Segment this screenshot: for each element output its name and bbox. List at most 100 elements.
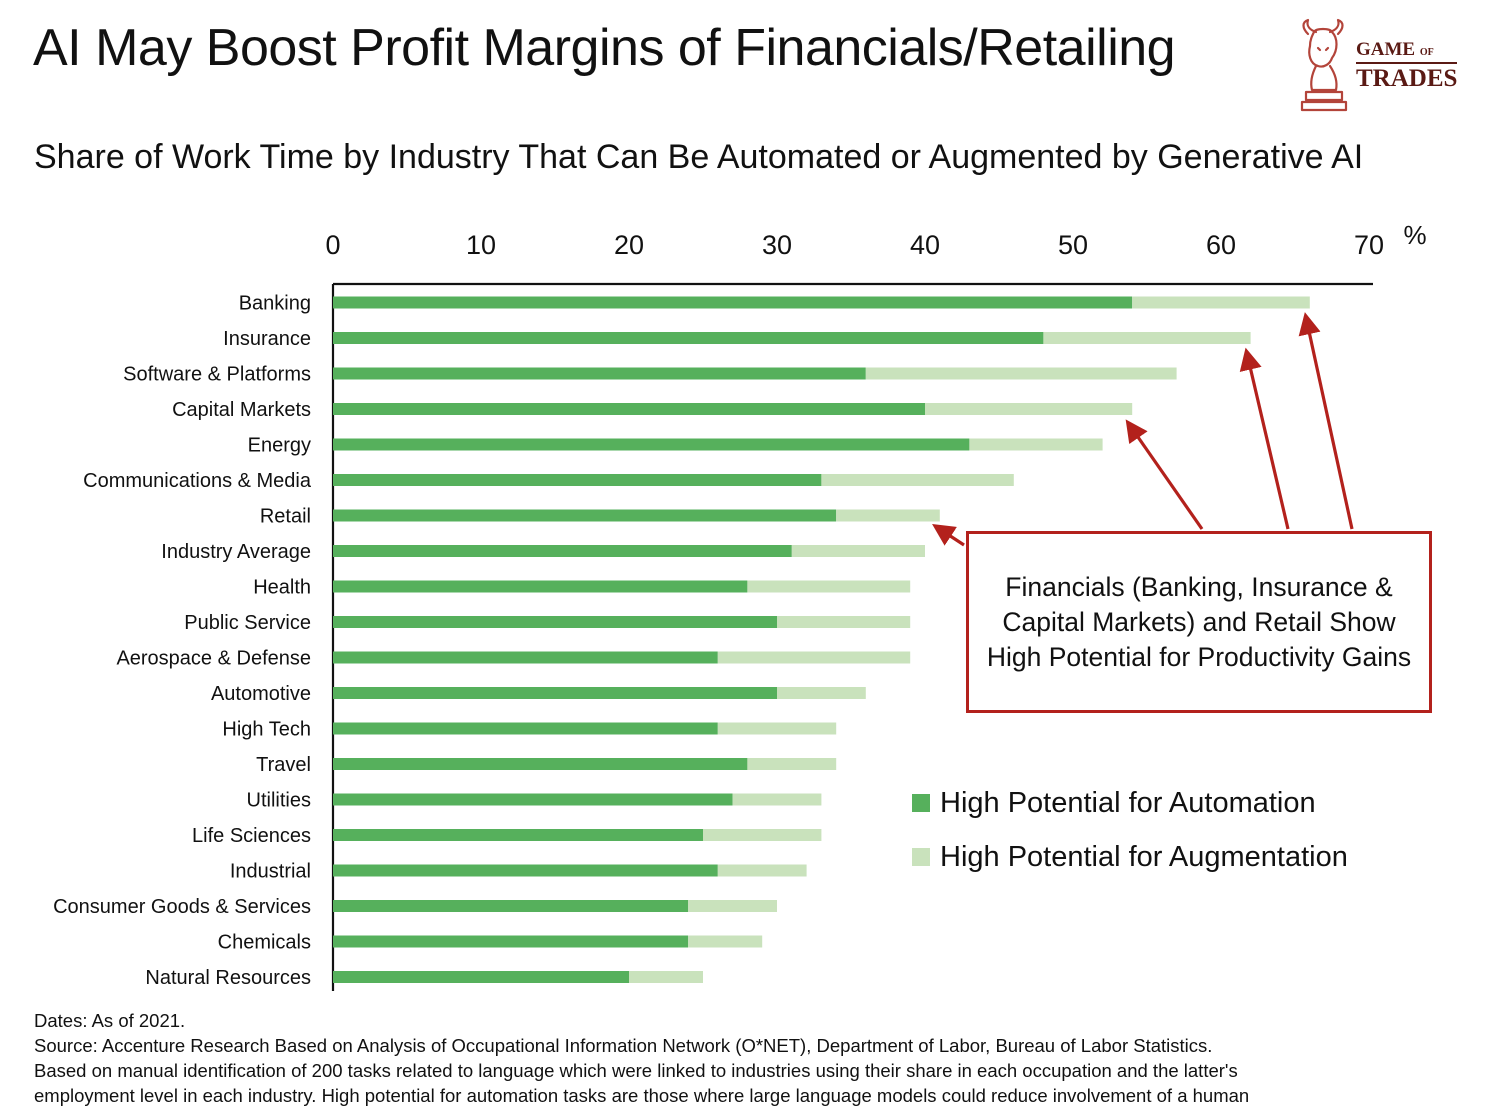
bar-automation [333, 616, 777, 628]
category-labels: Banking Insurance Software & Platforms Capi… [53, 293, 312, 990]
footnote-line: Source: Accenture Research Based on Anal… [34, 1035, 1213, 1056]
bar-automation [333, 474, 822, 486]
legend-swatch-automation [912, 794, 930, 812]
logo-word-trades: TRADES [1356, 62, 1458, 91]
bar-automation [333, 403, 925, 415]
x-unit-label: % [1403, 220, 1426, 250]
callout-text: Financials (Banking, Insurance & Capital… [986, 571, 1412, 672]
category-label: Industrial [230, 861, 311, 883]
bar-augmentation [688, 900, 777, 912]
bar-augmentation [791, 545, 925, 557]
x-tick-label: 20 [614, 230, 644, 260]
logo-wordmark: GAME OF TRADES [1356, 39, 1458, 91]
category-label: Public Service [184, 612, 311, 634]
logo-word-game: GAME [1356, 39, 1416, 60]
x-tick-label: 0 [325, 230, 340, 260]
bar-augmentation [925, 403, 1133, 415]
bar-augmentation [703, 829, 822, 841]
bar-augmentation [732, 793, 822, 806]
legend: High Potential for Automation High Poten… [912, 783, 1348, 891]
bar-augmentation [1132, 296, 1310, 309]
category-label: Aerospace & Defense [116, 648, 311, 670]
category-label: Communications & Media [83, 470, 312, 492]
category-label: Industry Average [161, 541, 311, 563]
bar-automation [333, 900, 689, 912]
category-label: Travel [256, 754, 311, 776]
bar-augmentation [747, 580, 911, 593]
logo-word-of: OF [1419, 47, 1434, 58]
game-of-trades-logo: GAME OF TRADES [1294, 18, 1464, 113]
category-label: Retail [260, 506, 311, 528]
legend-swatch-augmentation [912, 848, 930, 866]
bar-automation [333, 971, 629, 983]
bar-automation [333, 829, 703, 841]
bar-augmentation [717, 651, 911, 664]
legend-label-automation: High Potential for Automation [940, 786, 1316, 819]
bar-automation [333, 687, 777, 699]
chart-title: AI May Boost Profit Margins of Financial… [33, 19, 1176, 77]
bar-automation [333, 580, 748, 593]
x-tick-label: 30 [762, 230, 792, 260]
category-label: Insurance [223, 328, 311, 350]
category-label: Software & Platforms [123, 364, 311, 386]
x-tick-label: 10 [466, 230, 496, 260]
bar-automation [333, 509, 837, 522]
chart-subtitle: Share of Work Time by Industry That Can … [34, 138, 1364, 176]
callout-box: Financials (Banking, Insurance & Capital… [966, 531, 1432, 713]
bar-augmentation [821, 474, 1014, 486]
x-axis: 0 10 20 30 40 50 60 70% [325, 220, 1427, 991]
category-label: Chemicals [218, 932, 311, 954]
bar-automation [333, 332, 1044, 344]
bar-augmentation [747, 758, 837, 770]
bar-augmentation [717, 722, 837, 735]
legend-item-augmentation: High Potential for Augmentation [912, 837, 1348, 877]
bar-automation [333, 864, 718, 877]
bar-augmentation [717, 864, 807, 877]
bar-automation [333, 793, 733, 806]
bar-automation [333, 367, 866, 380]
bull-knight-chess-icon [1300, 18, 1348, 112]
x-tick-label: 70 [1354, 230, 1384, 260]
footnote-line: Based on manual identification of 200 ta… [34, 1060, 1238, 1081]
category-label: Capital Markets [172, 399, 311, 421]
category-label: Banking [239, 293, 311, 315]
bar-automation [333, 722, 718, 735]
bar-automation [333, 545, 792, 557]
category-label: Consumer Goods & Services [53, 896, 311, 918]
footnote: Dates: As of 2021. Source: Accenture Res… [34, 1008, 1474, 1108]
footnote-line: employment level in each industry. High … [34, 1085, 1250, 1106]
category-label: Energy [248, 435, 311, 457]
bar-automation [333, 651, 718, 664]
bar-augmentation [777, 616, 911, 628]
callout-arrow [1239, 347, 1290, 530]
bars [333, 296, 1310, 983]
bar-automation [333, 758, 748, 770]
callout-arrow [1125, 419, 1204, 530]
bar-automation [333, 935, 689, 948]
bar-automation [333, 438, 970, 451]
bar-augmentation [629, 971, 703, 983]
legend-label-augmentation: High Potential for Augmentation [940, 840, 1348, 873]
bar-augmentation [1043, 332, 1251, 344]
category-label: Natural Resources [145, 967, 311, 989]
callout-arrows [932, 312, 1354, 547]
category-label: Health [253, 577, 311, 599]
category-label: Life Sciences [192, 825, 311, 847]
bar-augmentation [969, 438, 1103, 451]
footnote-line: Dates: As of 2021. [34, 1010, 186, 1031]
callout-arrow [1298, 312, 1354, 530]
bar-augmentation [865, 367, 1177, 380]
x-tick-label: 60 [1206, 230, 1236, 260]
bar-augmentation [836, 509, 940, 522]
category-label: High Tech [222, 719, 311, 741]
x-tick-label: 50 [1058, 230, 1088, 260]
callout-arrow [932, 524, 965, 547]
category-label: Utilities [247, 790, 311, 812]
legend-item-automation: High Potential for Automation [912, 783, 1348, 823]
bar-augmentation [777, 687, 866, 699]
bar-augmentation [688, 935, 763, 948]
bar-automation [333, 296, 1133, 309]
x-tick-label: 40 [910, 230, 940, 260]
category-label: Automotive [211, 683, 311, 705]
